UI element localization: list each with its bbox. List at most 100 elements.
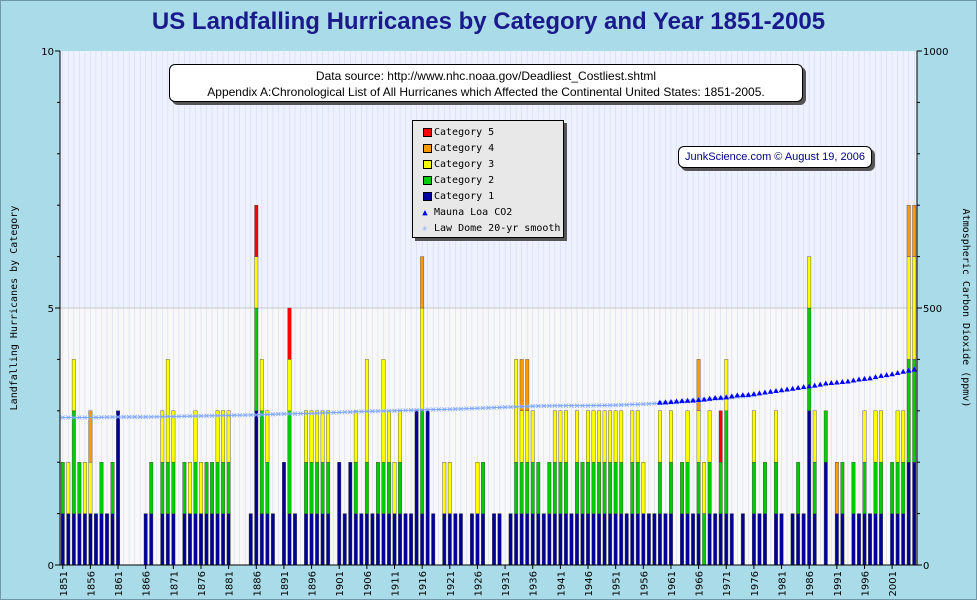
bar-category-1-1937	[536, 513, 541, 566]
bar-category-2-1978	[763, 462, 767, 514]
law-dome-marker	[469, 406, 475, 411]
bar-category-1-1961	[669, 513, 673, 566]
bar-category-1-1964	[685, 513, 690, 566]
bar-category-1-1869	[160, 513, 165, 566]
legend-label: Category 1	[434, 191, 495, 202]
x-tick-label: 2001	[888, 571, 899, 596]
bar-category-2-1906	[364, 462, 369, 514]
bar-category-2-1986	[807, 307, 812, 412]
bar-category-1-1925	[469, 513, 474, 566]
law-dome-marker	[497, 405, 503, 410]
bar-category-2-1964	[685, 462, 690, 514]
mauna-loa-marker	[712, 394, 718, 400]
mauna-loa-marker	[828, 380, 835, 386]
x-tick-label: 1976	[750, 571, 761, 596]
bar-category-1-1932	[508, 513, 513, 566]
bar-category-1-1909	[381, 513, 386, 566]
law-dome-marker	[320, 410, 326, 416]
bar-category-1-1972	[729, 513, 734, 566]
bar-category-1-1929	[492, 513, 496, 566]
bar-category-2-1935	[525, 462, 530, 514]
x-tick-label: 1996	[860, 571, 871, 596]
law-dome-marker	[281, 411, 287, 417]
bar-category-1-1917	[425, 410, 430, 566]
bar-category-2-1954	[630, 462, 635, 514]
bar-category-1-1879	[215, 513, 220, 566]
legend-swatch	[423, 128, 432, 137]
bar-category-3-1920	[442, 462, 447, 514]
bar-category-1-1948	[597, 513, 601, 566]
bar-category-2-1948	[597, 462, 601, 514]
law-dome-marker	[204, 413, 210, 419]
law-dome-marker	[541, 403, 547, 409]
law-dome-marker	[535, 403, 541, 409]
legend-item-category-3: Category 3	[413, 157, 563, 173]
bar-category-1-1954	[630, 513, 635, 566]
bar-category-3-1987	[812, 410, 817, 463]
law-dome-marker	[491, 405, 497, 410]
law-dome-marker	[392, 408, 398, 414]
x-tick-label: 1896	[308, 571, 319, 596]
y-tick-label: 0	[48, 561, 54, 572]
law-dome-marker	[87, 415, 93, 420]
bar-category-2-1916	[420, 410, 425, 514]
legend-item-mauna-loa-co2: ▲ Mauna Loa CO2	[413, 205, 563, 221]
bar-category-2-1933	[514, 462, 519, 514]
bar-category-3-1999	[879, 410, 883, 463]
x-tick-label: 1911	[391, 571, 402, 596]
law-dome-marker	[253, 412, 259, 418]
law-dome-marker	[353, 409, 359, 415]
law-dome-marker	[126, 414, 132, 420]
law-dome-marker	[231, 413, 237, 418]
bar-category-1-1878	[210, 513, 214, 566]
law-dome-marker	[635, 402, 641, 407]
bar-category-2-1909	[381, 462, 386, 514]
bar-category-2-1940	[552, 462, 557, 514]
bar-category-3-1880	[221, 410, 226, 463]
bar-category-1-1854	[77, 513, 82, 566]
legend-label: Category 5	[434, 127, 495, 138]
bar-category-2-1886	[254, 307, 259, 412]
law-dome-marker	[369, 408, 375, 414]
bar-category-3-1875	[193, 410, 198, 463]
bar-category-1-1933	[514, 513, 519, 566]
bar-category-2-1877	[204, 462, 209, 514]
bar-category-3-1955	[635, 410, 640, 463]
bar-category-1-1946	[586, 513, 590, 566]
bar-category-1-1856	[88, 513, 93, 566]
law-dome-marker	[314, 410, 320, 416]
bar-category-3-1941	[558, 410, 563, 463]
bar-category-1-1920	[442, 513, 447, 566]
bar-category-1-1893	[293, 513, 297, 566]
bar-category-1-1923	[458, 513, 463, 566]
law-dome-marker	[132, 414, 138, 420]
bar-category-3-1949	[602, 410, 607, 463]
law-dome-marker	[82, 415, 88, 420]
bar-category-3-1942	[563, 410, 568, 463]
bar-category-2-1881	[226, 462, 231, 514]
data-source-box: Data source: http://www.nhc.noaa.gov/Dea…	[169, 64, 803, 102]
mauna-loa-marker	[684, 397, 691, 403]
legend-swatch	[423, 144, 432, 153]
bar-category-1-1922	[453, 513, 458, 566]
bar-category-2-1970	[718, 462, 723, 514]
bar-category-3-1897	[315, 410, 320, 463]
law-dome-marker	[546, 403, 552, 409]
mauna-loa-marker	[822, 380, 829, 386]
bar-category-1-1905	[359, 513, 364, 566]
bar-category-3-1876	[199, 462, 203, 514]
bar-category-1-1908	[376, 513, 380, 566]
bar-category-1-1939	[547, 513, 552, 566]
mauna-loa-marker	[767, 388, 774, 394]
bar-category-1-2002	[895, 513, 900, 566]
bar-category-1-1899	[326, 513, 331, 566]
bar-category-4-2004	[906, 204, 911, 257]
bar-category-2-1959	[657, 462, 662, 514]
bar-category-3-1966	[696, 410, 701, 463]
law-dome-marker	[568, 403, 574, 408]
bar-category-3-1855	[82, 462, 87, 514]
law-dome-marker	[76, 415, 82, 420]
bar-category-2-1910	[387, 462, 391, 514]
bar-category-3-1986	[807, 256, 812, 309]
bar-category-2-1951	[613, 462, 618, 514]
